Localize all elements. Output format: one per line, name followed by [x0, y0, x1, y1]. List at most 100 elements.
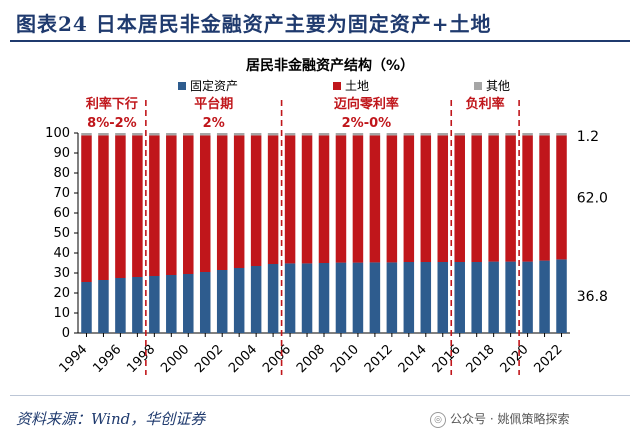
bar-land — [505, 135, 516, 262]
footer-rule — [10, 395, 630, 396]
bar-other — [505, 133, 516, 136]
bar-fixed-assets — [98, 280, 109, 333]
x-tick-label: 2010 — [328, 342, 362, 376]
wechat-icon: ◎ — [430, 411, 446, 428]
x-tick-label: 2014 — [396, 342, 430, 376]
x-tick-label: 1994 — [56, 342, 90, 376]
legend-swatch — [474, 82, 482, 90]
bar-fixed-assets — [301, 263, 313, 333]
bar-other — [369, 133, 381, 136]
bar-land — [522, 135, 533, 262]
bar-other — [352, 133, 364, 136]
bar-other — [233, 133, 245, 136]
bar-fixed-assets — [539, 260, 550, 333]
bar-other — [81, 133, 92, 136]
x-tick-label: 2012 — [362, 342, 396, 376]
bar-fixed-assets — [233, 268, 245, 333]
bar-other — [250, 133, 262, 136]
bar-fixed-assets — [267, 264, 279, 333]
bar-fixed-assets — [386, 262, 398, 333]
data-label: 1.2 — [577, 129, 599, 145]
watermark: ◎ 公众号 · 姚佩策略探索 — [430, 410, 569, 428]
bar-land — [437, 135, 449, 262]
y-tick-label: 10 — [53, 306, 70, 321]
y-tick-label: 20 — [53, 286, 70, 301]
bar-land — [386, 135, 398, 263]
source-note: 资料来源：Wind，华创证券 — [16, 410, 206, 428]
bar-other — [454, 133, 465, 136]
bar-fixed-assets — [115, 278, 126, 333]
bar-land — [267, 135, 279, 264]
regime-label: 负利率 — [466, 96, 505, 112]
bar-land — [284, 135, 296, 264]
regime-label: 利率下行 — [86, 96, 138, 112]
regime-label: 平台期 — [194, 96, 233, 112]
regime-rate-label: 2% — [203, 116, 225, 131]
bar-other — [471, 133, 482, 136]
bar-fixed-assets — [81, 282, 92, 333]
bar-fixed-assets — [199, 272, 211, 333]
bar-other — [199, 133, 211, 136]
y-tick-label: 70 — [53, 186, 70, 201]
legend-swatch — [333, 82, 341, 90]
bar-other — [403, 133, 415, 136]
bar-fixed-assets — [471, 262, 482, 333]
bar-fixed-assets — [132, 277, 143, 333]
bar-other — [284, 133, 296, 136]
bar-land — [556, 135, 567, 260]
bar-land — [369, 135, 381, 263]
legend-swatch — [178, 82, 186, 90]
bar-fixed-assets — [216, 270, 228, 333]
bar-fixed-assets — [505, 261, 516, 333]
bar-fixed-assets — [166, 275, 177, 333]
x-tick-label: 2002 — [192, 342, 226, 376]
bars — [81, 133, 567, 333]
bar-land — [318, 135, 330, 263]
bar-land — [98, 135, 109, 280]
bar-land — [488, 135, 499, 262]
y-tick-label: 80 — [53, 166, 70, 181]
data-label: 62.0 — [577, 190, 608, 206]
regime-label: 迈向零利率 — [334, 96, 399, 112]
bar-fixed-assets — [352, 262, 364, 333]
bar-fixed-assets — [556, 259, 567, 333]
bar-other — [301, 133, 313, 136]
bar-fixed-assets — [250, 266, 262, 333]
bar-fixed-assets — [420, 262, 432, 333]
bar-fixed-assets — [284, 263, 296, 333]
bar-other — [115, 133, 126, 136]
bar-other — [522, 133, 533, 136]
bar-other — [556, 133, 567, 136]
legend-label: 土地 — [345, 79, 369, 93]
bar-fixed-assets — [522, 261, 533, 333]
bar-fixed-assets — [149, 276, 160, 333]
bar-land — [199, 135, 211, 272]
bar-land — [352, 135, 364, 263]
y-tick-label: 60 — [53, 206, 70, 221]
x-tick-label: 1998 — [124, 342, 158, 376]
dividers: 利率下行 8%-2% 平台期 2% 迈向零利率 2%-0% 负利率 — [86, 96, 520, 375]
bar-land — [81, 135, 92, 282]
y-tick-label: 100 — [45, 126, 70, 141]
x-tick-label: 2008 — [294, 342, 328, 376]
bar-land — [216, 135, 228, 270]
bar-other — [267, 133, 279, 136]
bar-land — [335, 135, 347, 263]
bar-land — [471, 135, 482, 262]
figure-title: 图表24 日本居民非金融资产主要为固定资产+土地 — [16, 12, 492, 36]
bar-other — [166, 133, 177, 136]
data-label: 36.8 — [577, 289, 608, 305]
chart-title: 居民非金融资产结构（%） — [246, 57, 414, 74]
bar-other — [98, 133, 109, 136]
bar-other — [318, 133, 330, 136]
y-tick-label: 50 — [53, 226, 70, 241]
bar-fixed-assets — [183, 274, 194, 333]
legend: 固定资产 土地 其他 — [178, 78, 510, 93]
bar-land — [301, 135, 313, 264]
bar-land — [183, 135, 194, 274]
bar-other — [132, 133, 143, 136]
bar-other — [149, 133, 160, 136]
x-tick-label: 2004 — [226, 342, 260, 376]
regime-rate-label: 8%-2% — [87, 116, 137, 131]
bar-land — [539, 135, 550, 261]
